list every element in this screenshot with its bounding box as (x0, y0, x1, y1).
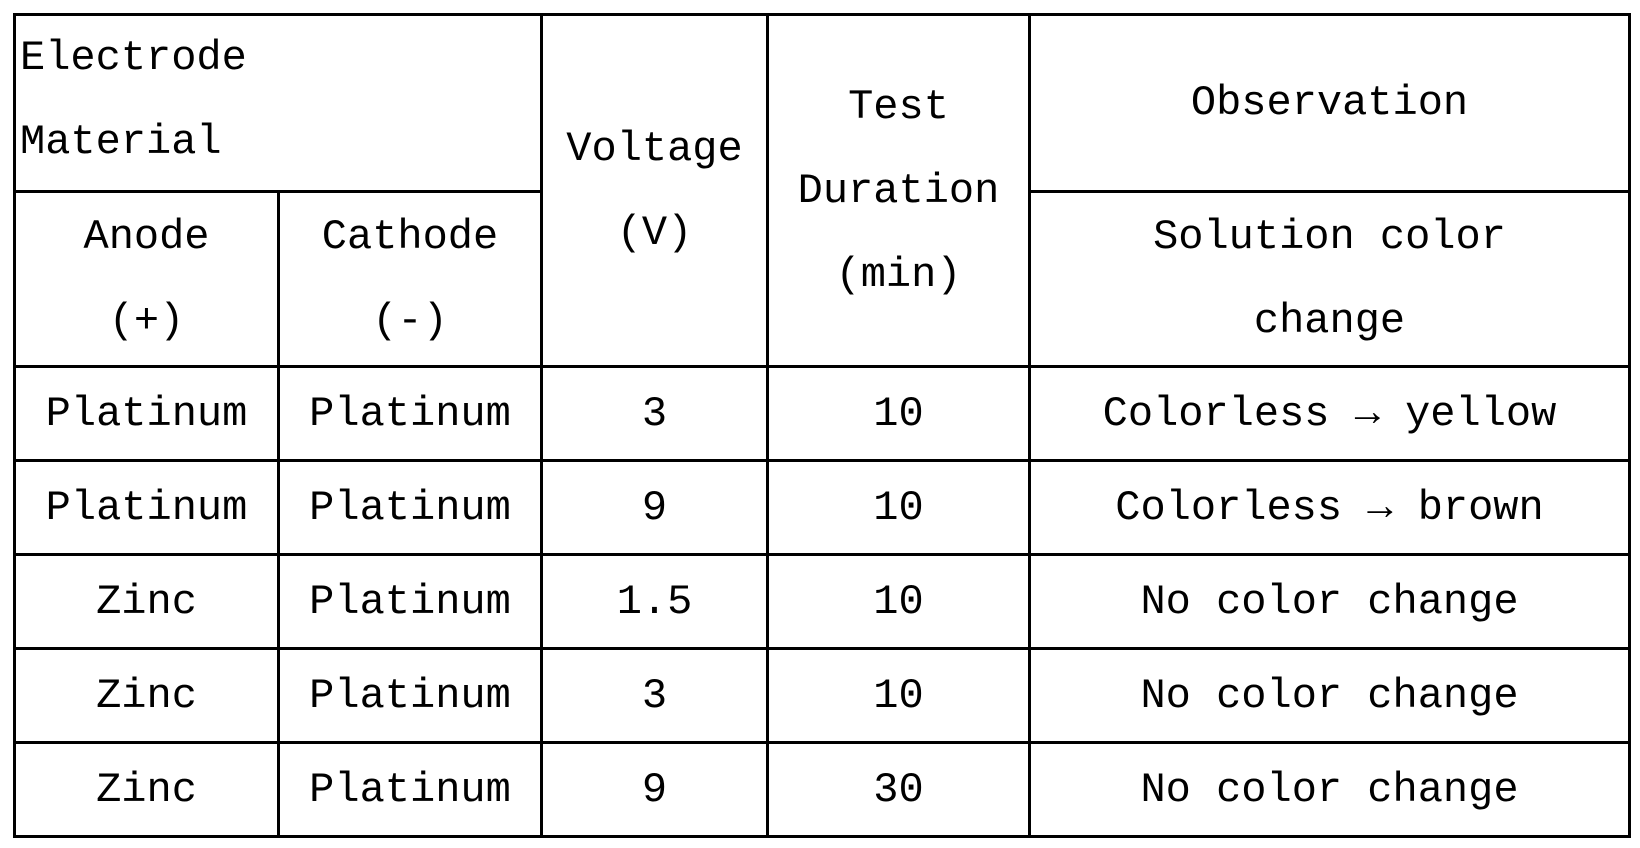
data-cell: 30 (768, 743, 1030, 837)
data-cell: 1.5 (542, 555, 768, 649)
data-cell: 10 (768, 649, 1030, 743)
table-body: PlatinumPlatinum310Colorless → yellowPla… (15, 367, 1630, 837)
data-cell: 9 (542, 461, 768, 555)
data-row: ZincPlatinum1.510No color change (15, 555, 1630, 649)
data-cell: No color change (1030, 555, 1630, 649)
data-cell: Zinc (15, 649, 279, 743)
header-cell: TestDuration(min) (768, 15, 1030, 367)
data-cell: 9 (542, 743, 768, 837)
data-cell: 3 (542, 367, 768, 461)
results-table: ElectrodeMaterial Voltage(V) TestDuratio… (13, 13, 1631, 838)
data-row: ZincPlatinum310No color change (15, 649, 1630, 743)
data-cell: Zinc (15, 555, 279, 649)
data-cell: Platinum (279, 555, 542, 649)
header-text: Electrode (20, 16, 540, 100)
header-text: Material (20, 100, 540, 184)
header-cell: ElectrodeMaterial (15, 15, 542, 192)
header-text: change (1031, 279, 1628, 363)
data-cell: Platinum (15, 367, 279, 461)
header-text: (V) (543, 191, 766, 275)
header-text: Voltage (543, 107, 766, 191)
data-cell: 10 (768, 555, 1030, 649)
header-text: Anode (16, 195, 277, 279)
data-cell: Platinum (279, 743, 542, 837)
page: ElectrodeMaterial Voltage(V) TestDuratio… (0, 0, 1640, 848)
header-text: Solution color (1031, 195, 1628, 279)
data-cell: No color change (1030, 743, 1630, 837)
data-cell: Platinum (279, 367, 542, 461)
data-row: PlatinumPlatinum910Colorless → brown (15, 461, 1630, 555)
header-cell: Observation (1030, 15, 1630, 192)
header-text: Duration (769, 149, 1028, 233)
header-text: (+) (16, 279, 277, 363)
data-row: ZincPlatinum930No color change (15, 743, 1630, 837)
data-cell: Colorless → yellow (1030, 367, 1630, 461)
data-cell: 10 (768, 367, 1030, 461)
data-row: PlatinumPlatinum310Colorless → yellow (15, 367, 1630, 461)
header-cell: Anode(+) (15, 192, 279, 367)
data-cell: Platinum (279, 649, 542, 743)
header-cell: Voltage(V) (542, 15, 768, 367)
data-cell: Platinum (279, 461, 542, 555)
header-cell: Cathode(-) (279, 192, 542, 367)
header-cell: Solution colorchange (1030, 192, 1630, 367)
data-cell: Platinum (15, 461, 279, 555)
data-cell: No color change (1030, 649, 1630, 743)
data-cell: 3 (542, 649, 768, 743)
header-text: Cathode (280, 195, 540, 279)
data-cell: Colorless → brown (1030, 461, 1630, 555)
data-cell: 10 (768, 461, 1030, 555)
header-text: (-) (280, 279, 540, 363)
header-text: Observation (1031, 61, 1628, 145)
header-row: ElectrodeMaterial Voltage(V) TestDuratio… (15, 15, 1630, 192)
header-text: Test (769, 65, 1028, 149)
data-cell: Zinc (15, 743, 279, 837)
header-text: (min) (769, 233, 1028, 317)
